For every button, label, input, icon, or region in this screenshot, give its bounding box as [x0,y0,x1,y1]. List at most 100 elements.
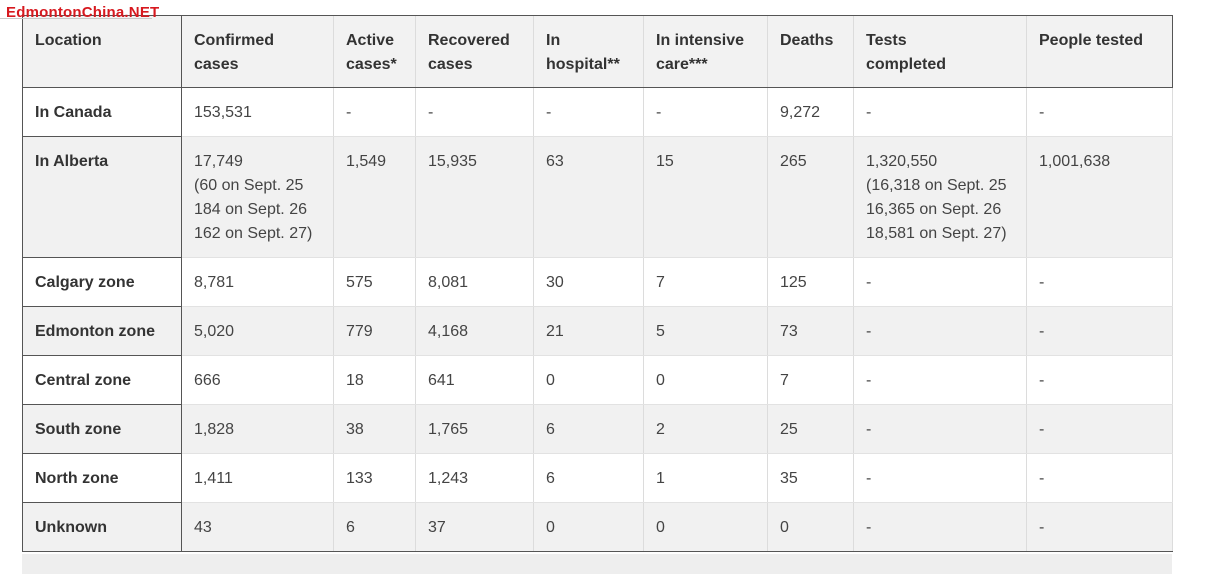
table-cell: 1,243 [415,453,534,503]
table-cell: 9,272 [767,87,854,137]
table-cell: - [533,87,644,137]
table-cell-line: 7 [780,372,789,389]
table-cell-line: 575 [346,274,373,291]
table-cell-line: - [866,323,872,340]
table-cell: 8,081 [415,257,534,307]
column-header: Recovered cases [415,15,534,88]
table-cell: - [1026,306,1173,356]
table-cell-line: 0 [546,372,555,389]
column-header-line: Confirmed [194,32,274,49]
table-cell: 5 [643,306,768,356]
table-cell-line: 37 [428,519,446,536]
column-header: In intensive care*** [643,15,768,88]
table-cell-line: - [1039,421,1045,438]
column-header: People tested [1026,15,1173,88]
table-cell-line: 15,935 [428,153,477,170]
column-header: In hospital** [533,15,644,88]
table-cell-line: - [866,274,872,291]
table-cell-line: 1,765 [428,421,469,438]
row-location: In Alberta [22,136,182,258]
table-cell-line: - [1039,274,1045,291]
table-cell-line: 8,781 [194,274,235,291]
table-cell: - [853,453,1027,503]
table-cell: 779 [333,306,416,356]
table-cell: 63 [533,136,644,258]
table-cell: 0 [643,355,768,405]
table-cell-line: 25 [780,421,798,438]
table-cell: 73 [767,306,854,356]
table-cell-line: - [1039,104,1045,121]
column-header-line: cases* [346,56,397,73]
table-cell-line: (60 on Sept. 25 [194,177,304,194]
table-cell-line: - [866,372,872,389]
table-cell-line: 5,020 [194,323,235,340]
column-header-line: Deaths [780,32,834,49]
table-cell-line: 5 [656,323,665,340]
table-cell-line: 1,243 [428,470,469,487]
row-location: North zone [22,453,182,503]
table-cell: - [853,355,1027,405]
column-header-line: People tested [1039,32,1144,49]
row-location: Central zone [22,355,182,405]
table-cell-line: 35 [780,470,798,487]
table-cell-line: 641 [428,372,455,389]
table-cell-line: 666 [194,372,221,389]
table-cell-line: 38 [346,421,364,438]
column-header-line: Active [346,32,395,49]
table-cell: 125 [767,257,854,307]
table-cell: 133 [333,453,416,503]
table-cell: 7 [643,257,768,307]
table-cell: - [1026,87,1173,137]
table-row: Edmonton zone 5,020 779 4,168 21 5 73 - - [22,306,1173,356]
table-cell: 37 [415,502,534,552]
column-header-line: cases [194,56,239,73]
column-header-line: care*** [656,56,708,73]
table-cell-line: - [866,421,872,438]
table-cell-line: 15 [656,153,674,170]
table-cell-line: 6 [546,421,555,438]
row-location: Edmonton zone [22,306,182,356]
table-cell: 5,020 [181,306,334,356]
table-cell-line: - [866,104,872,121]
table-cell: 153,531 [181,87,334,137]
table-row: In Canada 153,531 - - - - 9,272 - - [22,87,1173,137]
table-cell: - [1026,404,1173,454]
table-cell-line: 8,081 [428,274,469,291]
table-cell-line: 18 [346,372,364,389]
table-cell: 30 [533,257,644,307]
table-cell-line: 184 on Sept. 26 [194,201,307,218]
table-header: Location Confirmed cases Active cases* Recove… [22,15,1173,88]
covid-stats-table-container: Location Confirmed cases Active cases* Recove… [22,15,1173,552]
table-cell-line: 7 [656,274,665,291]
table-cell: 7 [767,355,854,405]
table-cell-line: 73 [780,323,798,340]
table-cell-line: 153,531 [194,104,252,121]
table-cell-line: 779 [346,323,373,340]
table-cell-line: - [346,104,352,121]
column-header: Location [22,15,182,88]
table-cell: 21 [533,306,644,356]
table-cell-line: 1,320,550 [866,153,938,170]
covid-stats-table: Location Confirmed cases Active cases* Recove… [22,15,1173,552]
table-row: South zone 1,828 38 1,765 6 2 25 - - [22,404,1173,454]
table-cell-line: - [1039,372,1045,389]
table-cell: 35 [767,453,854,503]
table-cell: - [1026,355,1173,405]
column-header-line: Recovered [428,32,510,49]
table-cell: - [1026,453,1173,503]
table-cell: 6 [333,502,416,552]
table-cell: - [853,306,1027,356]
table-cell: 43 [181,502,334,552]
table-cell-line: 18,581 on Sept. 27) [866,225,1007,242]
table-footer-band [22,554,1172,574]
table-cell: 1,549 [333,136,416,258]
table-cell: 641 [415,355,534,405]
table-cell: 1 [643,453,768,503]
table-cell: - [853,404,1027,454]
table-cell: 15,935 [415,136,534,258]
table-cell-line: - [1039,519,1045,536]
table-cell-line: 0 [656,519,665,536]
table-cell-line: 1,411 [194,470,233,487]
column-header-line: In [546,32,561,49]
table-cell-line: 2 [656,421,665,438]
